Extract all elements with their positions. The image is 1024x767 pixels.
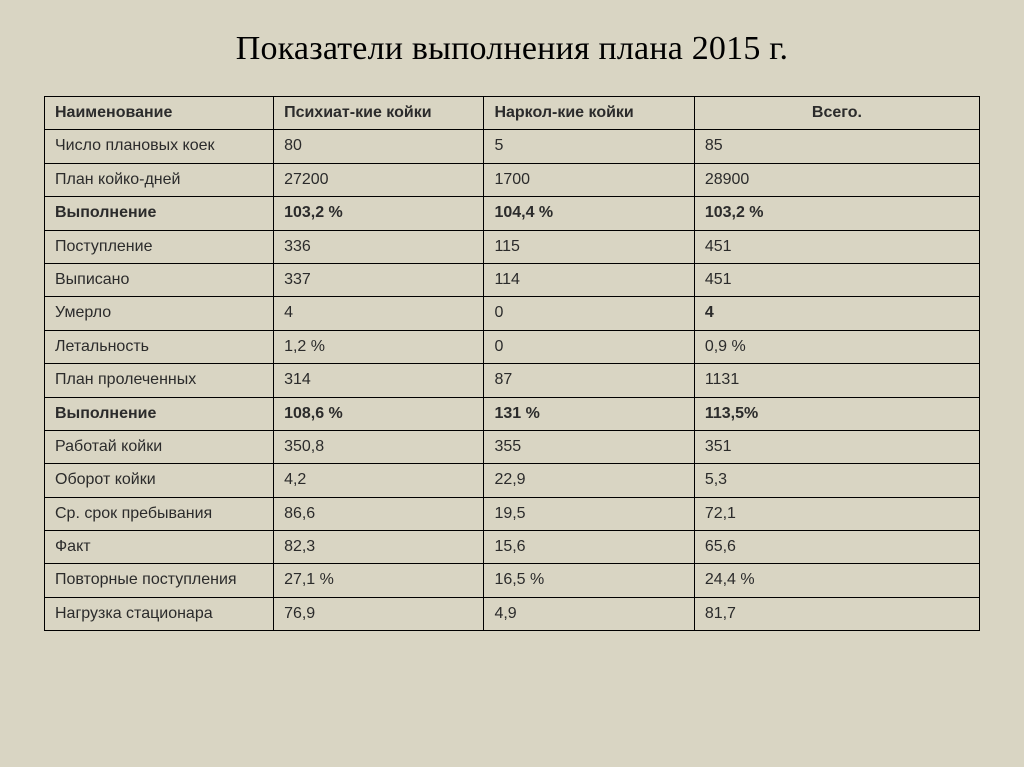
row-label: Летальность xyxy=(45,330,274,363)
table-row: Повторные поступления27,1 %16,5 %24,4 % xyxy=(45,564,980,597)
row-label: Нагрузка стационара xyxy=(45,597,274,630)
row-label: Выполнение xyxy=(45,397,274,430)
table-row: План пролеченных314871131 xyxy=(45,364,980,397)
table-body: Число плановых коек80585План койко-дней2… xyxy=(45,130,980,631)
row-value: 131 % xyxy=(484,397,694,430)
table-row: Умерло404 xyxy=(45,297,980,330)
row-value: 28900 xyxy=(694,163,979,196)
plan-table: Наименование Психиат-кие койки Наркол-ки… xyxy=(44,96,980,631)
table-row: Поступление336115451 xyxy=(45,230,980,263)
table-row: Нагрузка стационара76,94,981,7 xyxy=(45,597,980,630)
row-label: Оборот койки xyxy=(45,464,274,497)
row-label: Умерло xyxy=(45,297,274,330)
table-row: Выполнение108,6 %131 %113,5% xyxy=(45,397,980,430)
table-header: Наименование Психиат-кие койки Наркол-ки… xyxy=(45,97,980,130)
row-value: 0 xyxy=(484,330,694,363)
table-row: Летальность1,2 %00,9 % xyxy=(45,330,980,363)
table-row: Выполнение103,2 %104,4 %103,2 % xyxy=(45,197,980,230)
row-value: 337 xyxy=(274,263,484,296)
row-value: 451 xyxy=(694,263,979,296)
row-value: 87 xyxy=(484,364,694,397)
row-value: 22,9 xyxy=(484,464,694,497)
col-header-name: Наименование xyxy=(45,97,274,130)
row-value: 81,7 xyxy=(694,597,979,630)
row-value: 15,6 xyxy=(484,531,694,564)
row-value: 16,5 % xyxy=(484,564,694,597)
row-label: Факт xyxy=(45,531,274,564)
row-value: 4 xyxy=(694,297,979,330)
row-label: Ср. срок пребывания xyxy=(45,497,274,530)
row-value: 24,4 % xyxy=(694,564,979,597)
row-value: 19,5 xyxy=(484,497,694,530)
row-value: 114 xyxy=(484,263,694,296)
table-row: Ср. срок пребывания86,619,572,1 xyxy=(45,497,980,530)
row-value: 65,6 xyxy=(694,531,979,564)
table-row: Число плановых коек80585 xyxy=(45,130,980,163)
col-header-total: Всего. xyxy=(694,97,979,130)
row-value: 0 xyxy=(484,297,694,330)
slide: Показатели выполнения плана 2015 г. Наим… xyxy=(0,0,1024,767)
page-title: Показатели выполнения плана 2015 г. xyxy=(44,30,980,68)
row-value: 76,9 xyxy=(274,597,484,630)
row-label: Поступление xyxy=(45,230,274,263)
row-label: Число плановых коек xyxy=(45,130,274,163)
row-value: 103,2 % xyxy=(274,197,484,230)
row-value: 104,4 % xyxy=(484,197,694,230)
row-value: 350,8 xyxy=(274,430,484,463)
row-value: 1131 xyxy=(694,364,979,397)
row-value: 80 xyxy=(274,130,484,163)
row-value: 108,6 % xyxy=(274,397,484,430)
row-value: 0,9 % xyxy=(694,330,979,363)
row-value: 4,2 xyxy=(274,464,484,497)
row-label: План койко-дней xyxy=(45,163,274,196)
row-value: 113,5% xyxy=(694,397,979,430)
row-value: 1700 xyxy=(484,163,694,196)
row-value: 27,1 % xyxy=(274,564,484,597)
row-value: 451 xyxy=(694,230,979,263)
row-value: 4,9 xyxy=(484,597,694,630)
row-value: 72,1 xyxy=(694,497,979,530)
row-value: 82,3 xyxy=(274,531,484,564)
row-label: Работай койки xyxy=(45,430,274,463)
row-value: 5 xyxy=(484,130,694,163)
row-value: 115 xyxy=(484,230,694,263)
row-value: 27200 xyxy=(274,163,484,196)
row-value: 86,6 xyxy=(274,497,484,530)
col-header-psych: Психиат-кие койки xyxy=(274,97,484,130)
row-value: 103,2 % xyxy=(694,197,979,230)
row-value: 85 xyxy=(694,130,979,163)
row-label: План пролеченных xyxy=(45,364,274,397)
row-value: 4 xyxy=(274,297,484,330)
row-label: Повторные поступления xyxy=(45,564,274,597)
table-row: План койко-дней27200170028900 xyxy=(45,163,980,196)
row-value: 336 xyxy=(274,230,484,263)
table-row: Выписано337114451 xyxy=(45,263,980,296)
row-label: Выполнение xyxy=(45,197,274,230)
col-header-narco: Наркол-кие койки xyxy=(484,97,694,130)
row-value: 1,2 % xyxy=(274,330,484,363)
table-row: Оборот койки4,222,95,3 xyxy=(45,464,980,497)
table-header-row: Наименование Психиат-кие койки Наркол-ки… xyxy=(45,97,980,130)
row-label: Выписано xyxy=(45,263,274,296)
table-row: Работай койки350,8355351 xyxy=(45,430,980,463)
row-value: 355 xyxy=(484,430,694,463)
table-row: Факт82,315,665,6 xyxy=(45,531,980,564)
row-value: 5,3 xyxy=(694,464,979,497)
row-value: 314 xyxy=(274,364,484,397)
row-value: 351 xyxy=(694,430,979,463)
